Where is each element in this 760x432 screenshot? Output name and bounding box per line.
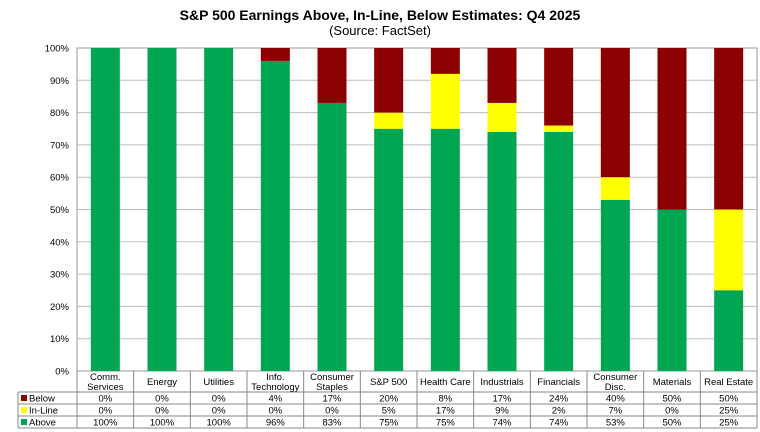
x-tick-label: Info.: [266, 372, 285, 383]
bar-below: [544, 48, 574, 126]
y-tick-label: 0%: [55, 367, 69, 378]
y-tick-label: 100%: [45, 44, 70, 55]
bar-above: [657, 209, 687, 371]
bar-inline: [600, 177, 630, 200]
data-label: 17%: [492, 394, 512, 405]
data-label: 0%: [212, 394, 226, 405]
x-tick-label: Consumer: [593, 372, 637, 383]
bar-inline: [487, 102, 517, 132]
bar-above: [714, 290, 744, 371]
data-label: 50%: [719, 394, 739, 405]
data-label: 50%: [662, 418, 682, 429]
x-tick-label: Energy: [147, 377, 177, 388]
bar-inline: [430, 73, 460, 129]
y-tick-label: 70%: [50, 140, 70, 151]
x-tick-label: Technology: [251, 382, 299, 393]
data-label: 0%: [325, 406, 339, 417]
bar-above: [544, 131, 574, 371]
legend-label: In-Line: [29, 406, 58, 417]
data-label: 20%: [379, 394, 399, 405]
data-label: 24%: [549, 394, 569, 405]
data-label: 0%: [155, 394, 169, 405]
bar-above: [487, 131, 517, 371]
x-tick-label: Comm.: [90, 372, 121, 383]
bar-below: [657, 48, 687, 210]
data-label: 100%: [150, 418, 175, 429]
x-tick-label: Disc.: [605, 382, 626, 393]
data-label: 25%: [719, 418, 739, 429]
bar-above: [430, 128, 460, 371]
y-tick-label: 80%: [50, 108, 70, 119]
data-label: 8%: [438, 394, 452, 405]
data-label: 9%: [495, 406, 509, 417]
bar-above: [260, 60, 290, 372]
y-tick-label: 90%: [50, 76, 70, 87]
data-label: 5%: [382, 406, 396, 417]
chart-title: S&P 500 Earnings Above, In-Line, Below E…: [179, 7, 581, 23]
bar-below: [374, 48, 404, 113]
data-label: 53%: [606, 418, 626, 429]
x-tick-label: Industrials: [480, 377, 524, 388]
data-label: 100%: [207, 418, 232, 429]
bar-above: [90, 48, 120, 371]
data-label: 40%: [606, 394, 626, 405]
bar-below: [487, 48, 517, 103]
data-label: 0%: [155, 406, 169, 417]
x-tick-label: Financials: [537, 377, 580, 388]
data-label: 74%: [492, 418, 512, 429]
data-label: 0%: [665, 406, 679, 417]
bar-below: [714, 48, 744, 210]
data-label: 2%: [552, 406, 566, 417]
x-tick-label: Staples: [316, 382, 348, 393]
data-label: 0%: [98, 394, 112, 405]
bar-below: [317, 48, 347, 103]
legend-label: Below: [29, 394, 55, 405]
x-tick-label: Health Care: [420, 377, 471, 388]
data-label: 75%: [436, 418, 456, 429]
data-label: 50%: [662, 394, 682, 405]
x-tick-label: Services: [87, 382, 124, 393]
y-tick-label: 40%: [50, 237, 70, 248]
x-tick-label: Materials: [653, 377, 692, 388]
bar-inline: [544, 125, 574, 132]
y-tick-label: 10%: [50, 334, 70, 345]
legend-key: [21, 419, 27, 425]
bar-below: [430, 48, 460, 74]
data-label: 74%: [549, 418, 569, 429]
x-tick-label: S&P 500: [370, 377, 407, 388]
legend-key: [21, 407, 27, 413]
chart-subtitle: (Source: FactSet): [329, 23, 431, 38]
data-label: 0%: [268, 406, 282, 417]
legend-label: Above: [29, 418, 56, 429]
bar-below: [260, 48, 290, 61]
y-tick-label: 20%: [50, 302, 70, 313]
bar-above: [317, 102, 347, 371]
bar-above: [204, 48, 234, 371]
bar-above: [374, 128, 404, 371]
data-label: 7%: [608, 406, 622, 417]
y-tick-label: 60%: [50, 173, 70, 184]
bar-above: [600, 199, 630, 371]
data-label: 17%: [436, 406, 456, 417]
data-label: 25%: [719, 406, 739, 417]
y-tick-label: 30%: [50, 270, 70, 281]
y-tick-label: 50%: [50, 205, 70, 216]
data-label: 4%: [268, 394, 282, 405]
data-label: 100%: [93, 418, 118, 429]
bar-above: [147, 48, 177, 371]
x-tick-label: Utilities: [203, 377, 234, 388]
x-tick-label: Real Estate: [704, 377, 753, 388]
legend-key: [21, 395, 27, 401]
bar-inline: [374, 112, 404, 129]
x-tick-label: Consumer: [310, 372, 354, 383]
data-label: 83%: [322, 418, 342, 429]
data-label: 0%: [212, 406, 226, 417]
data-label: 75%: [379, 418, 399, 429]
data-label: 17%: [322, 394, 342, 405]
data-label: 96%: [266, 418, 286, 429]
data-label: 0%: [98, 406, 112, 417]
bar-below: [600, 48, 630, 178]
bar-inline: [714, 209, 744, 291]
